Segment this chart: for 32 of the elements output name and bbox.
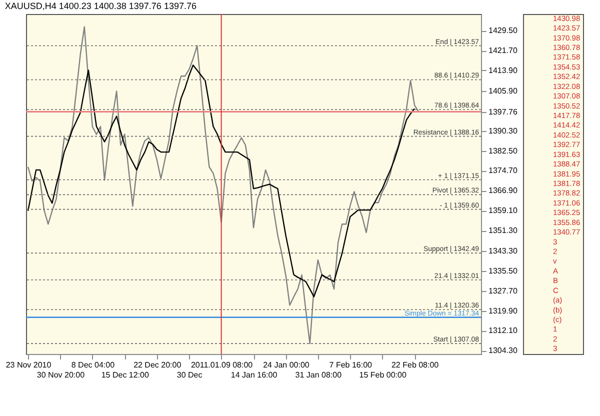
y-tick-label: 1343.30	[488, 246, 518, 256]
y-tick-label: 1421.70	[488, 46, 518, 56]
chart-title: XAUUSD,H4 1400.23 1400.38 1397.76 1397.76	[4, 1, 196, 11]
y-tick-label: 1319.90	[488, 306, 518, 316]
x-tick-label: 24 Jan 00:00	[263, 360, 310, 370]
x-tick-label: 30 Nov 20:00	[36, 370, 86, 380]
y-tick-label: 1413.90	[488, 66, 518, 75]
y-tick-label: 1366.90	[488, 186, 518, 196]
y-tick-label: 1327.70	[488, 286, 518, 296]
x-tick-label: 23 Nov 2010	[6, 360, 52, 370]
y-tick-label: 1429.50	[488, 26, 518, 36]
x-tick-label: 22 Dec 20:00	[134, 360, 182, 370]
x-tick-label: 2011.01.09 08:00	[190, 360, 254, 370]
y-tick-label: 1382.50	[488, 146, 518, 156]
x-tick-label: 15 Dec 12:00	[101, 370, 150, 380]
y-tick-label: 1351.30	[488, 226, 518, 236]
y-tick-label: 1359.10	[488, 206, 518, 216]
y-tick-label: 1397.76	[488, 107, 518, 116]
x-tick-label: 14 Jan 16:00	[230, 370, 278, 380]
y-tick-label: 1374.70	[488, 166, 518, 176]
x-tick-label: 15 Feb 00:00	[359, 370, 407, 380]
y-tick-label: 1304.30	[488, 346, 518, 356]
x-tick-label: 31 Jan 08:00	[295, 370, 342, 380]
x-tick-label: 8 Dec 04:00	[71, 360, 116, 370]
x-tick-label: 22 Feb 08:00	[391, 360, 440, 370]
x-tick-label: 7 Feb 16:00	[329, 360, 373, 370]
y-tick-label: 1405.90	[488, 86, 518, 96]
y-tick-label: 1312.10	[488, 326, 518, 336]
x-tick-label: 30 Dec	[176, 370, 202, 380]
y-tick-label: 1390.30	[488, 126, 518, 136]
y-tick-label: 1335.50	[488, 266, 518, 276]
line-series	[27, 64, 416, 298]
